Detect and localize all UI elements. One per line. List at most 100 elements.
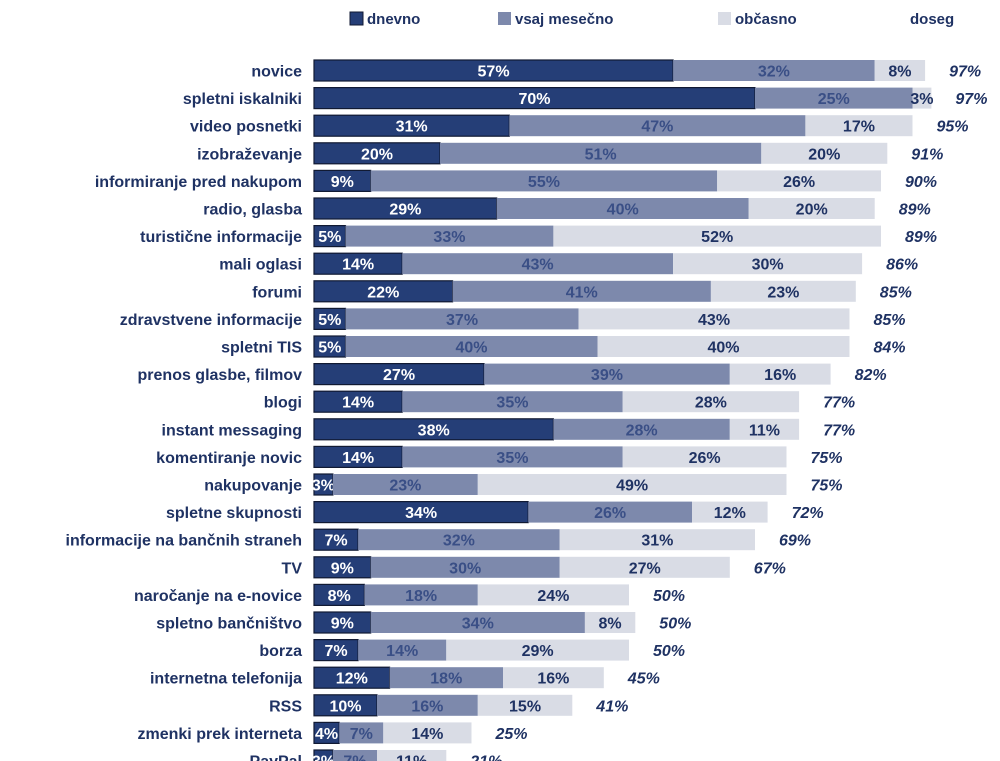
reach-value-label: 75%	[811, 478, 843, 495]
reach-value-label: 41%	[595, 698, 628, 715]
reach-value-label: 69%	[779, 533, 811, 550]
bar-segment-vsaj-mesecno	[402, 391, 623, 413]
category-label: spletni TIS	[221, 340, 302, 357]
segment-value-label: 15%	[509, 698, 541, 715]
segment-value-label: 8%	[888, 64, 911, 81]
segment-value-label: 20%	[808, 146, 840, 163]
bar-segment-obcasno	[446, 639, 629, 661]
category-label: informacije na bančnih straneh	[66, 533, 303, 550]
reach-value-label: 50%	[659, 616, 691, 633]
category-label: instant messaging	[162, 422, 302, 439]
legend-label-dnevno: dnevno	[367, 11, 420, 28]
bar-segment-vsaj-mesecno	[553, 418, 730, 440]
segment-value-label: 23%	[389, 478, 421, 495]
bar-segment-obcasno	[503, 667, 604, 689]
bar-segment-vsaj-mesecno	[496, 198, 749, 219]
bar-segment-obcasno	[673, 253, 863, 275]
segment-value-label: 11%	[396, 754, 427, 761]
segment-value-label: 35%	[496, 450, 528, 467]
segment-value-label: 40%	[455, 340, 487, 357]
category-label: TV	[282, 560, 303, 577]
bar-row-blogi: blogi 14% 35% 28% 77%	[264, 390, 855, 413]
bar-segment-obcasno	[559, 529, 755, 551]
segment-value-label: 5%	[318, 312, 341, 329]
bar-segment-obcasno	[692, 501, 768, 523]
segment-value-label: 35%	[496, 395, 528, 412]
category-label: zmenki prek interneta	[138, 726, 303, 743]
bar-segment-vsaj-mesecno	[345, 308, 579, 330]
segment-value-label: 4%	[315, 726, 338, 743]
bar-row-zmenki-prek-interneta: zmenki prek interneta 4% 7% 14% 25%	[138, 721, 528, 745]
segment-value-label: 12%	[714, 505, 746, 522]
legend-swatch-obcasno	[718, 12, 731, 25]
legend: dnevno vsaj mesečno občasno doseg	[349, 11, 954, 28]
bar-segment-vsaj-mesecno	[389, 667, 503, 689]
bar-segment-vsaj-mesecno	[370, 556, 560, 578]
bar-row-prenos-glasbe-filmov: prenos glasbe, filmov 27% 39% 16% 82%	[138, 363, 887, 386]
segment-value-label: 10%	[329, 698, 361, 715]
segment-value-label: 24%	[537, 588, 569, 605]
bar-row-internetna-telefonija: internetna telefonija 12% 18% 16% 45%	[150, 666, 660, 689]
segment-value-label: 9%	[331, 616, 354, 633]
segment-value-label: 26%	[689, 450, 721, 467]
segment-value-label: 14%	[411, 726, 443, 743]
segment-value-label: 38%	[418, 422, 450, 439]
segment-value-label: 40%	[607, 202, 639, 219]
bar-segment-obcasno	[477, 474, 787, 495]
bar-segment-obcasno	[559, 556, 730, 578]
bar-row-spletni-iskalniki: spletni iskalniki 70% 25% 3% 97%	[183, 86, 987, 110]
segment-value-label: 51%	[585, 146, 617, 163]
bar-segment-vsaj-mesecno	[528, 501, 692, 523]
bar-segment-obcasno	[761, 142, 888, 164]
bar-segment-vsaj-mesecno	[339, 722, 384, 744]
segment-value-label: 14%	[342, 257, 374, 274]
segment-value-label: 33%	[433, 229, 465, 246]
segment-value-label: 11%	[749, 422, 780, 439]
bar-row-turisticne-informacije: turistične informacije 5% 33% 52% 89%	[140, 225, 937, 248]
category-label: spletne skupnosti	[166, 505, 302, 522]
segment-value-label: 52%	[701, 229, 733, 246]
bar-segment-obcasno	[710, 280, 856, 302]
bar-segment-vsaj-mesecno	[358, 529, 560, 551]
bar-segment-obcasno	[578, 308, 850, 330]
bar-row-zdravstvene-informacije: zdravstvene informacije 5% 37% 43% 85%	[120, 307, 906, 330]
category-label: radio, glasba	[203, 202, 302, 219]
category-label: nakupovanje	[204, 478, 302, 495]
bar-row-borza: borza 7% 14% 29% 50%	[259, 638, 685, 662]
reach-value-label: 90%	[905, 174, 937, 191]
reach-value-label: 89%	[899, 202, 931, 219]
segment-value-label: 7%	[324, 643, 347, 660]
segment-value-label: 26%	[594, 505, 626, 522]
reach-value-label: 75%	[811, 450, 843, 467]
segment-value-label: 30%	[752, 257, 784, 274]
segment-value-label: 8%	[599, 616, 622, 633]
bar-segment-obcasno	[729, 363, 831, 385]
legend-label-obcasno: občasno	[735, 11, 797, 28]
bar-segment-obcasno	[477, 584, 629, 606]
segment-value-label: 18%	[430, 671, 462, 688]
segment-value-label: 32%	[443, 533, 475, 550]
segment-value-label: 43%	[698, 312, 730, 329]
segment-value-label: 25%	[818, 91, 850, 108]
bar-segment-obcasno	[377, 750, 447, 761]
category-label: izobraževanje	[197, 146, 302, 163]
bar-segment-obcasno	[477, 694, 573, 716]
segment-value-label: 20%	[796, 202, 828, 219]
segment-value-label: 12%	[336, 671, 368, 688]
category-label: novice	[251, 64, 302, 81]
bar-row-video-posnetki: video posnetki 31% 47% 17% 95%	[190, 114, 969, 137]
category-label: mali oglasi	[219, 257, 302, 274]
reach-value-label: 77%	[823, 422, 855, 439]
bar-segment-obcasno	[622, 446, 787, 468]
segment-value-label: 14%	[342, 450, 374, 467]
segment-value-label: 31%	[641, 533, 673, 550]
segment-value-label: 30%	[449, 560, 481, 577]
reach-value-label: 95%	[937, 119, 969, 136]
reach-value-label: 84%	[874, 340, 906, 357]
bar-segment-vsaj-mesecno	[673, 60, 875, 81]
segment-value-label: 20%	[361, 146, 393, 163]
segment-value-label: 7%	[324, 533, 347, 550]
bar-segment-vsaj-mesecno	[345, 336, 598, 357]
reach-value-label: 97%	[955, 91, 987, 108]
segment-value-label: 27%	[383, 367, 415, 384]
